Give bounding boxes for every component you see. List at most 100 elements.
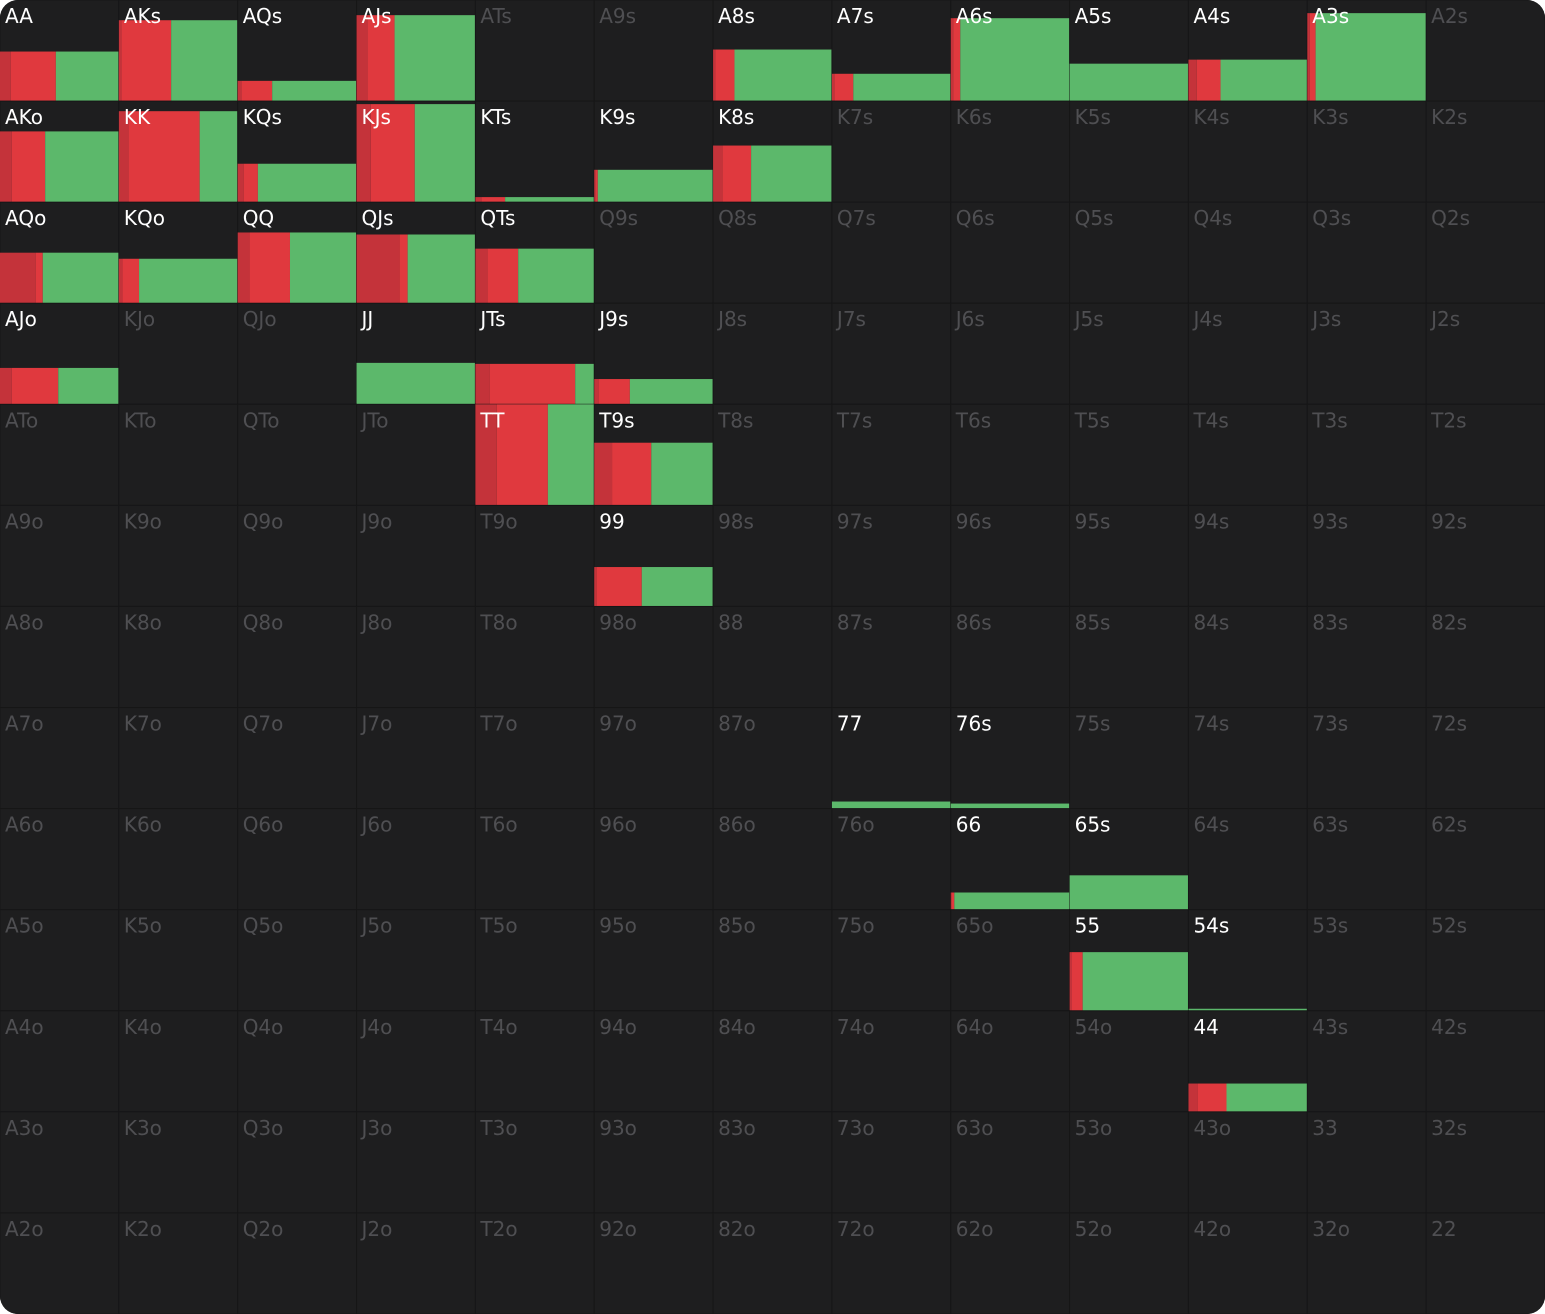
hand-cell: K3o (118, 1111, 239, 1214)
hand-label: T5o (479, 914, 517, 938)
frequency-bar (35, 252, 43, 304)
hand-label: 82s (1431, 610, 1467, 634)
frequency-bar (257, 163, 357, 203)
hand-label: KTo (124, 408, 157, 432)
cell-bg (0, 1212, 120, 1314)
frequency-bar (713, 49, 716, 102)
frequency-bar (118, 20, 122, 102)
cell-bg (356, 1111, 476, 1214)
cell-bg (831, 605, 952, 709)
hand-cell: 76o (831, 808, 952, 911)
hand-label: T7o (479, 712, 517, 736)
hand-label: A6s (956, 4, 993, 28)
hand-cell: T8s (712, 403, 833, 506)
hand-cell: 98s (712, 504, 833, 607)
hand-cell: QTs (474, 201, 595, 304)
frequency-bar (612, 442, 652, 506)
hand-label: K7o (124, 712, 162, 736)
frequency-bar (11, 367, 59, 405)
cell-bg (950, 605, 1071, 709)
hand-cell: J5o (356, 909, 476, 1012)
frequency-bar (118, 111, 129, 203)
hand-label: 72s (1431, 712, 1467, 736)
frequency-bar (45, 131, 119, 203)
cell-bg (950, 1010, 1071, 1113)
hand-label: 62o (956, 1217, 994, 1241)
hand-cell: 96o (593, 808, 714, 911)
hand-cell: K5o (118, 909, 239, 1012)
hand-label: AKo (5, 105, 43, 129)
hand-cell: JTo (356, 403, 476, 506)
frequency-bar (715, 49, 735, 102)
hand-cell: QTo (237, 403, 358, 506)
hand-label: A5o (5, 914, 44, 938)
hand-label: ATo (5, 408, 38, 432)
frequency-bar (734, 49, 832, 102)
hand-label: KK (124, 105, 151, 129)
hand-cell: 44 (1187, 1010, 1308, 1113)
hand-cell: 85o (712, 909, 833, 1012)
cell-bg (1425, 909, 1545, 1012)
cell-bg (237, 1111, 358, 1214)
hand-label: K8o (124, 610, 162, 634)
frequency-bar (356, 234, 400, 304)
hand-label: K6o (124, 813, 162, 837)
hand-label: A4s (1193, 4, 1230, 28)
hand-cell: 64o (950, 1010, 1071, 1113)
cell-bg (1187, 808, 1308, 911)
hand-cell: 72o (831, 1212, 952, 1314)
hand-cell: 84s (1187, 605, 1308, 709)
hand-cell: K2s (1425, 100, 1545, 203)
frequency-bar (1197, 1083, 1227, 1112)
hand-label: 95o (599, 914, 637, 938)
hand-label: Q4s (1193, 206, 1232, 230)
hand-label: KTs (480, 105, 511, 129)
hand-label: 32o (1312, 1217, 1350, 1241)
hand-label: Q9s (599, 206, 638, 230)
cell-bg (237, 808, 358, 911)
hand-cell: A7s (831, 0, 952, 102)
frequency-bar (713, 145, 723, 203)
hand-cell: ATs (474, 0, 595, 102)
frequency-bar (42, 252, 119, 304)
frequency-bar (1069, 952, 1072, 1011)
hand-label: K7s (837, 105, 873, 129)
hand-cell: 53o (1069, 1111, 1189, 1214)
hand-label: K4s (1193, 105, 1229, 129)
cell-bg (1425, 1111, 1545, 1214)
hand-cell: QJo (237, 302, 358, 405)
frequency-bar (1307, 13, 1310, 102)
hand-cell: A6s (950, 0, 1071, 102)
hand-cell: 43o (1187, 1111, 1308, 1214)
frequency-bar (1082, 952, 1189, 1011)
frequency-bar (595, 169, 598, 203)
hand-label: 76o (837, 813, 875, 837)
hand-label: 98o (599, 610, 637, 634)
frequency-bar (399, 234, 408, 304)
cell-bg (0, 605, 120, 709)
hand-label: AJs (362, 4, 392, 28)
cell-bg (356, 707, 476, 810)
cell-bg (0, 808, 120, 911)
hand-label: T8o (479, 610, 517, 634)
hand-label: J5s (1073, 307, 1104, 331)
hand-label: J2o (360, 1217, 393, 1241)
hand-cell: 93s (1306, 504, 1427, 607)
hand-cell: 94o (593, 1010, 714, 1113)
hand-cell: 72s (1425, 707, 1545, 810)
hand-label: Q7s (837, 206, 876, 230)
cell-bg (1187, 909, 1308, 1012)
hand-label: 85s (1075, 610, 1111, 634)
cell-bg (831, 100, 952, 203)
hand-cell: KJs (356, 100, 476, 203)
hand-label: JJ (360, 307, 374, 331)
cell-bg (593, 808, 714, 911)
cell-bg (950, 1212, 1071, 1314)
cell-bg (1425, 504, 1545, 607)
frequency-bar (496, 404, 548, 506)
cell-bg (1425, 808, 1545, 911)
hand-cell: T4o (474, 1010, 595, 1113)
cell-bg (593, 707, 714, 810)
frequency-bar (831, 801, 951, 809)
